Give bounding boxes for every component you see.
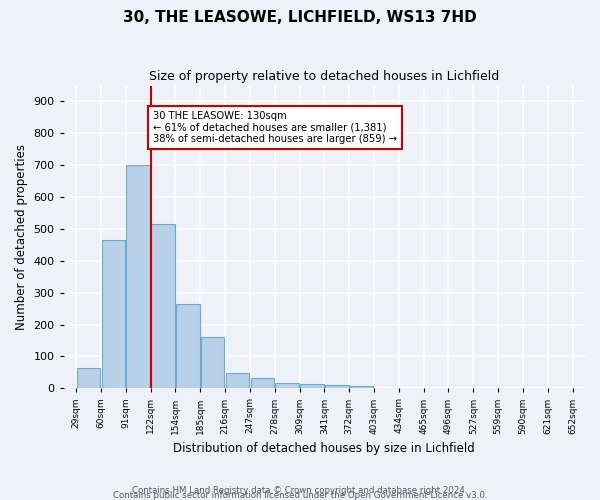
Bar: [176, 304, 200, 388]
Text: Contains public sector information licensed under the Open Government Licence v3: Contains public sector information licen…: [113, 491, 487, 500]
Bar: [251, 378, 274, 388]
Text: 30, THE LEASOWE, LICHFIELD, WS13 7HD: 30, THE LEASOWE, LICHFIELD, WS13 7HD: [123, 10, 477, 25]
Bar: [201, 338, 224, 388]
Bar: [325, 385, 349, 388]
Bar: [275, 384, 299, 388]
Bar: [77, 368, 100, 388]
Text: Contains HM Land Registry data © Crown copyright and database right 2024.: Contains HM Land Registry data © Crown c…: [132, 486, 468, 495]
Bar: [350, 386, 373, 388]
X-axis label: Distribution of detached houses by size in Lichfield: Distribution of detached houses by size …: [173, 442, 475, 455]
Bar: [127, 165, 150, 388]
Y-axis label: Number of detached properties: Number of detached properties: [15, 144, 28, 330]
Bar: [300, 384, 324, 388]
Title: Size of property relative to detached houses in Lichfield: Size of property relative to detached ho…: [149, 70, 499, 83]
Text: 30 THE LEASOWE: 130sqm
← 61% of detached houses are smaller (1,381)
38% of semi-: 30 THE LEASOWE: 130sqm ← 61% of detached…: [153, 111, 397, 144]
Bar: [226, 373, 249, 388]
Bar: [101, 240, 125, 388]
Bar: [151, 224, 175, 388]
